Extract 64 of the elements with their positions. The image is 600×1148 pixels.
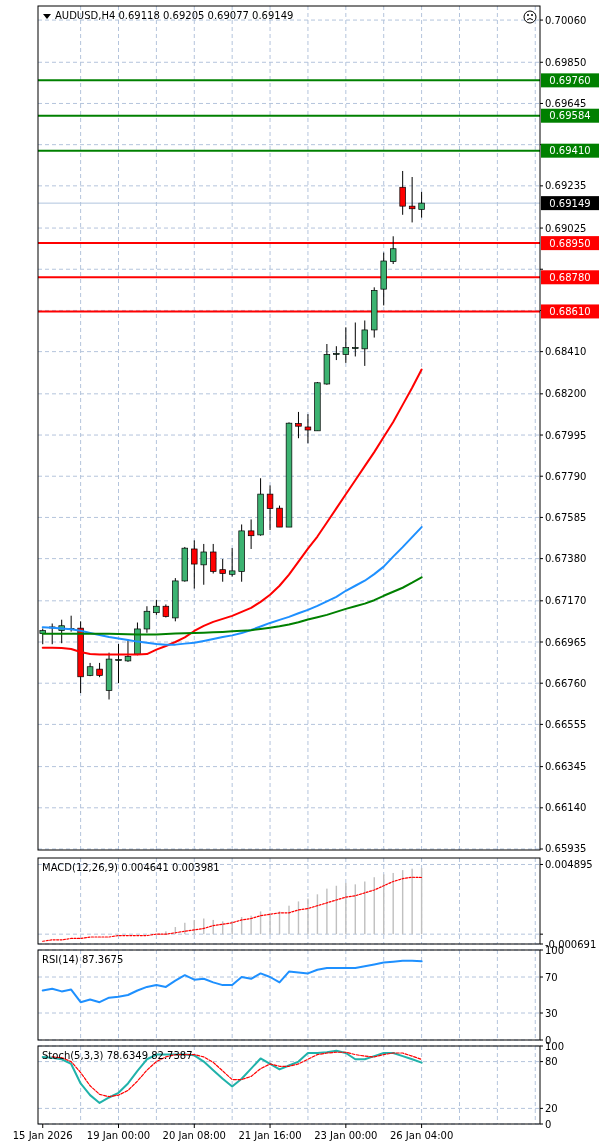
x-tick-label: 21 Jan 16:00 <box>238 1130 302 1141</box>
candlestick <box>228 547 236 577</box>
candlestick <box>390 235 397 265</box>
candlestick <box>399 170 406 216</box>
candlestick <box>408 176 416 223</box>
y-tick-label: 0.67380 <box>545 553 587 565</box>
ref-line-label: 0.69410 <box>549 145 591 157</box>
candlestick <box>124 638 132 663</box>
candlestick <box>191 539 198 590</box>
y-tick-label: 0.66760 <box>545 677 587 689</box>
y-tick-label: 0.67170 <box>545 595 587 607</box>
y-tick-label: 0.65935 <box>545 843 587 855</box>
candlestick <box>266 484 274 531</box>
line-series <box>41 526 423 646</box>
candlestick <box>247 518 255 550</box>
y-tick-label: 0.69025 <box>545 222 587 234</box>
y-tick-label: 0.66555 <box>545 718 587 730</box>
y-tick-label: 30 <box>545 1007 558 1019</box>
y-tick-label: 0.68410 <box>545 346 587 358</box>
candlestick <box>143 605 151 634</box>
y-tick-label: 80 <box>545 1056 558 1068</box>
y-tick-label: 0.69645 <box>545 97 587 109</box>
x-tick-label: 20 Jan 08:00 <box>162 1130 226 1141</box>
candlestick <box>210 543 217 574</box>
x-tick-label: 19 Jan 00:00 <box>86 1130 151 1141</box>
x-tick-label: 26 Jan 04:00 <box>389 1130 454 1141</box>
candlestick <box>219 558 226 583</box>
candlestick <box>352 322 359 357</box>
y-tick-label: 0 <box>545 1118 552 1130</box>
y-tick-label: 0.68200 <box>545 388 587 400</box>
chart-title: AUDUSD,H4 0.69118 0.69205 0.69077 0.69149 <box>55 10 294 21</box>
y-tick-label: 0.67995 <box>545 429 587 441</box>
chart-title: MACD(12,26,9) 0.004641 0.003981 <box>42 862 220 873</box>
y-tick-label: 0.70060 <box>545 14 587 26</box>
y-tick-label: 0.67585 <box>545 511 587 523</box>
y-tick-label: 0.004895 <box>545 858 593 870</box>
y-tick-label: 0.67790 <box>545 470 587 482</box>
candlestick <box>276 505 283 528</box>
candlestick <box>418 191 425 219</box>
y-tick-label: 0.69235 <box>545 180 587 192</box>
candlestick <box>200 543 207 586</box>
y-tick-label: 0.66345 <box>545 761 587 773</box>
x-tick-label: 23 Jan 00:00 <box>314 1130 378 1141</box>
line-series <box>41 1049 423 1104</box>
y-tick-label: 20 <box>545 1102 558 1114</box>
line-series <box>42 876 423 942</box>
candlestick <box>304 413 312 444</box>
candlestick <box>115 643 122 684</box>
line-series <box>41 576 423 636</box>
y-tick-label: 0.66965 <box>545 636 587 648</box>
ref-line-label: 0.69149 <box>549 197 591 209</box>
y-tick-label: 70 <box>545 971 558 983</box>
candlestick <box>295 411 302 439</box>
y-tick-label: 0.66140 <box>545 802 587 814</box>
ref-line-label: 0.68950 <box>549 237 591 249</box>
ref-line-label: 0.69584 <box>549 110 591 122</box>
candlestick <box>342 326 350 364</box>
ref-line-label: 0.68610 <box>549 305 591 317</box>
x-tick-label: 15 Jan 2026 <box>12 1130 73 1141</box>
chart-title: RSI(14) 87.3675 <box>42 954 124 965</box>
ref-line-label: 0.68780 <box>549 271 591 283</box>
ref-line-label: 0.69760 <box>549 74 591 86</box>
candlestick <box>361 319 368 367</box>
y-tick-label: 0.69850 <box>545 56 587 68</box>
